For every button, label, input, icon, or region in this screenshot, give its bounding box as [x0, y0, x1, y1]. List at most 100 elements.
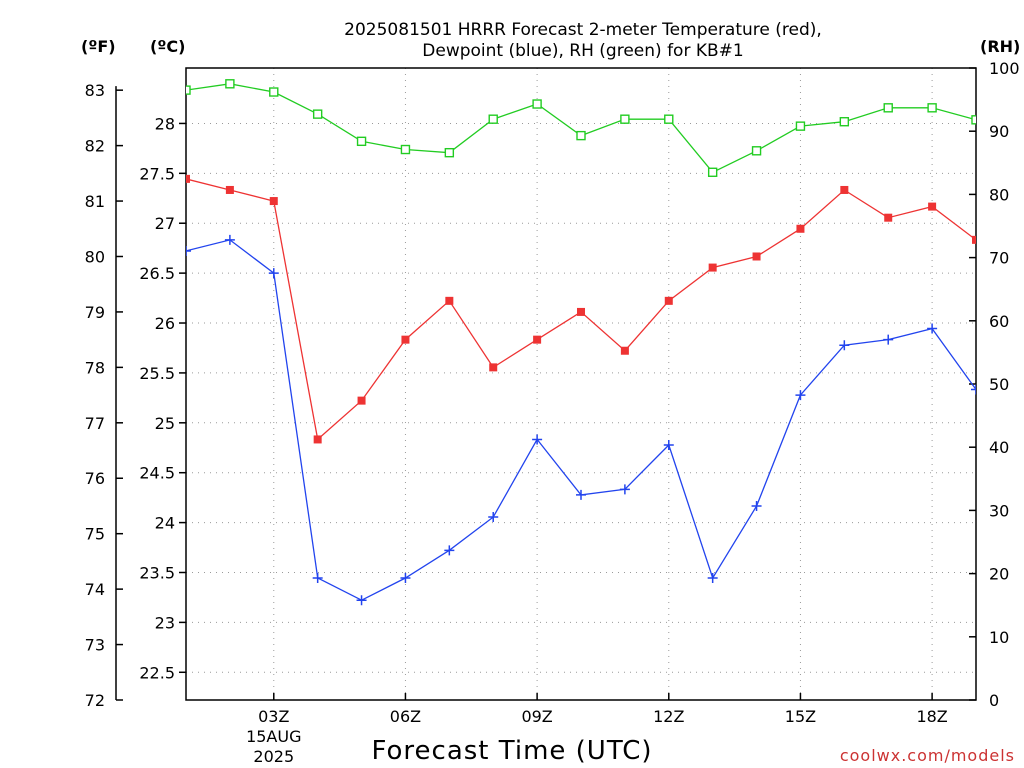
rh-tick-label: 10 — [989, 628, 1009, 647]
rh-point — [707, 167, 718, 177]
rh-point — [795, 121, 806, 131]
dewpoint-point — [795, 390, 806, 401]
temperature-point — [577, 307, 585, 316]
temperature-point — [752, 252, 761, 261]
temperature-point — [401, 335, 410, 344]
temperature-point — [357, 396, 366, 405]
celsius-tick-label: 26 — [155, 314, 175, 333]
celsius-tick-label: 25.5 — [139, 364, 175, 383]
rh-tick-label: 60 — [989, 312, 1009, 331]
x-tick-label: 03Z — [258, 707, 289, 726]
temperature-point — [445, 296, 454, 305]
rh-tick-label: 50 — [989, 375, 1009, 394]
gridlines — [186, 68, 976, 700]
rh-point — [839, 117, 850, 127]
series-group — [186, 79, 976, 606]
rh-point — [971, 115, 976, 125]
chart-title-line2: Dewpoint (blue), RH (green) for KB#1 — [422, 41, 743, 61]
temperature-point — [884, 213, 893, 222]
rh-tick-label: 20 — [989, 565, 1009, 584]
plot-frame — [185, 67, 977, 701]
rh-point — [269, 87, 279, 97]
dewpoint-point — [224, 234, 235, 245]
temperature-point — [313, 435, 322, 444]
x-tick-year-label: 2025 — [253, 747, 294, 766]
rh-point — [532, 99, 542, 109]
dewpoint-point — [663, 439, 674, 450]
rh-point — [576, 130, 586, 141]
chart-title-line1: 2025081501 HRRR Forecast 2-meter Tempera… — [344, 20, 822, 40]
temperature-point — [708, 263, 717, 272]
x-tick-label: 09Z — [521, 707, 552, 726]
x-tick-label: 18Z — [916, 707, 947, 726]
temperature-point — [972, 235, 976, 244]
x-axis-label: Forecast Time (UTC) — [371, 736, 652, 766]
temperature-point — [840, 185, 849, 194]
rh-tick-label: 100 — [989, 59, 1020, 78]
fahrenheit-tick-label: 77 — [85, 414, 105, 433]
fahrenheit-tick-label: 81 — [85, 192, 105, 211]
dewpoint-point — [444, 545, 455, 556]
rh-point — [927, 103, 937, 113]
rh-point — [751, 146, 762, 156]
x-tick-label: 06Z — [390, 707, 421, 726]
rh-point — [883, 103, 893, 113]
temperature-point — [928, 202, 937, 211]
dewpoint-point — [619, 484, 630, 495]
rh-tick-label: 80 — [989, 185, 1009, 204]
dewpoint-point — [971, 384, 976, 395]
fahrenheit-tick-label: 80 — [85, 247, 105, 266]
fahrenheit-tick-label: 72 — [85, 691, 105, 710]
rh-point — [488, 114, 498, 124]
axes — [115, 67, 977, 701]
rh-point — [186, 85, 191, 95]
fahrenheit-tick-label: 76 — [85, 469, 105, 488]
rh-tick-label: 40 — [989, 438, 1009, 457]
rh-point — [664, 114, 674, 124]
credit-text: coolwx.com/models — [840, 746, 1015, 765]
rh-point — [356, 136, 367, 147]
dewpoint-point — [356, 595, 367, 606]
celsius-tick-label: 24.5 — [139, 464, 175, 483]
rh-tick-label: 70 — [989, 249, 1009, 268]
data-series — [186, 79, 976, 606]
rh-point — [620, 114, 630, 124]
rh-tick-label: 30 — [989, 501, 1009, 520]
dewpoint-point — [268, 268, 279, 279]
x-tick-label: 15Z — [785, 707, 816, 726]
celsius-unit-label: (ºC) — [150, 37, 185, 56]
temperature-point — [225, 185, 234, 194]
temperature-point — [664, 296, 673, 305]
dewpoint-point — [751, 500, 762, 511]
rh-point — [225, 79, 235, 89]
celsius-tick-label: 22.5 — [139, 663, 175, 682]
dewpoint-point — [532, 434, 543, 445]
celsius-tick-label: 24 — [155, 514, 175, 533]
celsius-tick-label: 27 — [155, 214, 175, 233]
rh-tick-label: 90 — [989, 122, 1009, 141]
celsius-tick-label: 23 — [155, 613, 175, 632]
rh-point — [444, 147, 455, 158]
temperature-point — [796, 224, 805, 233]
dewpoint-point — [312, 573, 323, 584]
fahrenheit-tick-label: 75 — [85, 525, 105, 544]
fahrenheit-tick-label: 73 — [85, 636, 105, 655]
fahrenheit-tick-label: 79 — [85, 303, 105, 322]
rh-line — [186, 83, 976, 174]
fahrenheit-unit-label: (ºF) — [81, 37, 116, 56]
tick-labels: 72 73 74 75 76 77 78 79 80 81 82 83 22.5 23 23.5 24 24.5… — [85, 59, 1020, 766]
rh-point — [400, 144, 411, 155]
dewpoint-point — [400, 573, 411, 584]
celsius-tick-label: 28 — [155, 114, 175, 133]
dewpoint-point — [488, 512, 499, 523]
x-tick-date-label: 15AUG — [246, 727, 301, 746]
fahrenheit-tick-label: 82 — [85, 137, 105, 156]
temperature-point — [533, 335, 542, 344]
fahrenheit-tick-label: 78 — [85, 358, 105, 377]
dewpoint-point — [927, 323, 938, 334]
rh-unit-label: (RH) — [980, 37, 1020, 56]
dewpoint-point — [883, 334, 894, 345]
dewpoint-point — [186, 245, 191, 256]
rh-point — [312, 109, 323, 119]
